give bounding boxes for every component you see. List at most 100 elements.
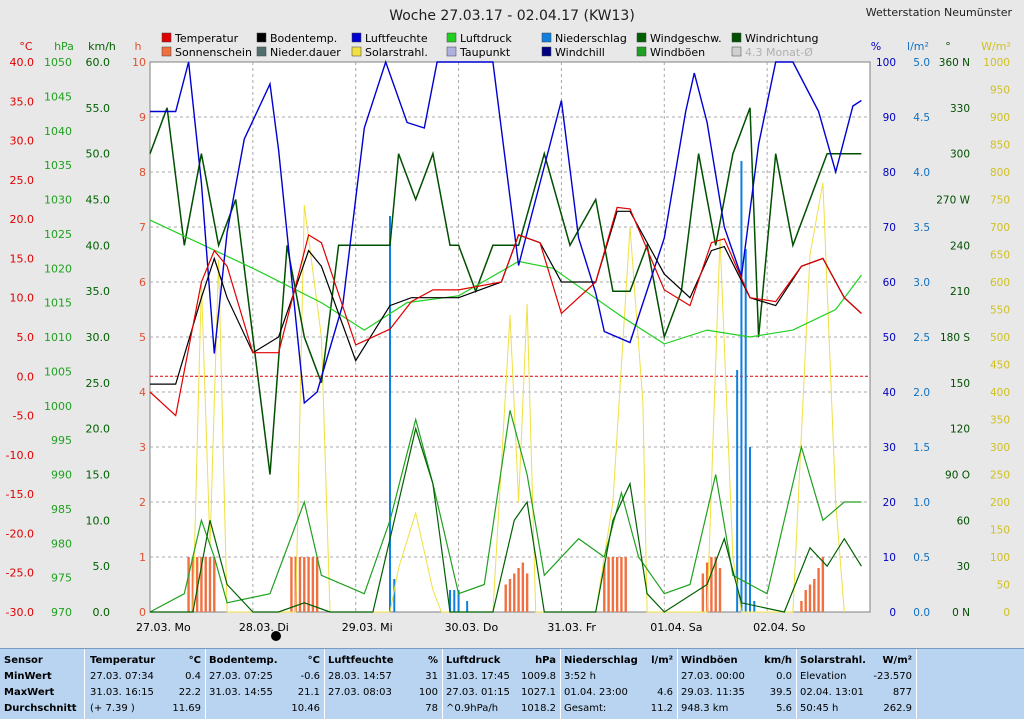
axis-tick-sun: 2	[139, 496, 146, 509]
stats-sensor-name: Bodentemp.	[209, 655, 278, 666]
stats-time: 27.03. 07:34	[90, 671, 154, 682]
stats-value: 78	[425, 703, 438, 714]
axis-tick-dir: 60	[957, 515, 970, 527]
sunshine-bar	[620, 557, 623, 612]
axis-tick-hum: 30	[883, 442, 896, 454]
axis-tick-solar: 600	[990, 277, 1010, 289]
temperature-line	[149, 206, 862, 417]
wind-speed-line	[150, 426, 862, 613]
stats-value: 11.69	[172, 703, 201, 714]
axis-tick-temp: -15.0	[6, 488, 34, 501]
sunshine-bar	[710, 557, 713, 612]
legend-item-label: Temperatur	[174, 32, 239, 45]
axis-tick-precip: 1.5	[913, 442, 930, 454]
axis-tick-solar: 150	[990, 525, 1010, 537]
axis-tick-sun: 1	[139, 551, 146, 564]
stats-time: 27.03. 00:00	[681, 671, 745, 682]
legend-swatch	[636, 32, 647, 43]
stats-value-row: 29.03. 11:35 39.5	[681, 685, 792, 701]
stats-time: 31.03. 16:15	[90, 687, 154, 698]
stats-value-row: 3:52 h	[564, 669, 673, 685]
sunshine-bar	[513, 573, 516, 612]
axis-tick-temp: -30.0	[6, 606, 34, 619]
axis-tick-solar: 950	[990, 85, 1010, 97]
wind-gust-line	[149, 410, 862, 613]
precipitation-bar	[449, 590, 451, 612]
stats-value: 262.9	[883, 703, 912, 714]
weather-chart: Woche 27.03.17 - 02.04.17 (KW13) Wetterst…	[6, 6, 1013, 641]
stats-value-row: 28.03. 14:57 31	[328, 669, 438, 685]
axis-tick-dir: 360 N	[939, 57, 970, 69]
stats-header: Solarstrahl. W/m²	[800, 653, 912, 669]
precipitation-bar	[753, 601, 756, 612]
axis-tick-wind: 30.0	[86, 331, 111, 344]
moon-phase-icon	[271, 631, 281, 641]
stats-sensor-name: Luftdruck	[446, 655, 501, 666]
sunshine-bar	[800, 601, 803, 612]
axis-tick-solar: 300	[990, 442, 1010, 454]
stats-time: 50:45 h	[800, 703, 839, 714]
stats-column: Niederschlag l/m² 3:52 h 01.04. 23:00 4.6 Ges…	[560, 649, 678, 719]
axis-tick-dir: 120	[950, 424, 970, 436]
axis-tick-temp: -25.0	[6, 567, 34, 580]
axis-tick-precip: 4.0	[913, 167, 930, 179]
legend-item-label: Sonnenschein	[175, 46, 252, 59]
sunshine-bar	[200, 557, 203, 612]
axis-tick-press: 1010	[44, 331, 72, 344]
x-axis-day-label: 01.04. Sa	[650, 621, 702, 634]
stats-time: ^0.9hPa/h	[446, 703, 499, 714]
axis-tick-dir: 0 N	[952, 607, 970, 619]
stats-sensor-name: Windböen	[681, 655, 738, 666]
axis-tick-solar: 350	[990, 415, 1010, 427]
stats-value-row: 27.03. 01:15 1027.1	[446, 685, 556, 701]
legend-item-label: Windrichtung	[745, 32, 818, 45]
sunshine-bar	[204, 557, 207, 612]
stats-value: 877	[892, 687, 912, 698]
axis-tick-dir: 330	[950, 103, 970, 115]
stats-value-row: 50:45 h 262.9	[800, 701, 912, 717]
sunshine-bar	[311, 557, 315, 612]
axis-tick-press: 970	[51, 606, 72, 619]
sunshine-bar	[195, 557, 199, 612]
axis-tick-press: 1025	[44, 228, 72, 241]
axis-tick-solar: 850	[990, 140, 1010, 152]
stats-header: Niederschlag l/m²	[564, 653, 673, 669]
axis-tick-temp: 35.0	[10, 95, 35, 108]
sunshine-bar	[817, 568, 820, 612]
axis-tick-hum: 60	[883, 277, 896, 289]
stats-value-row: 02.04. 13:01 877	[800, 685, 912, 701]
axis-tick-wind: 45.0	[86, 194, 111, 207]
axis-tick-solar: 650	[990, 250, 1010, 262]
stats-time: 27.03. 08:03	[328, 687, 392, 698]
axis-tick-wind: 0.0	[93, 606, 111, 619]
axis-tick-temp: 15.0	[10, 252, 35, 265]
axis-tick-solar: 550	[990, 305, 1010, 317]
axis-tick-precip: 3.0	[913, 277, 930, 289]
axis-tick-solar: 100	[990, 552, 1010, 564]
stats-value: 0.4	[185, 671, 201, 682]
sunshine-bar	[307, 557, 310, 612]
stats-column: Luftfeuchte% 28.03. 14:57 31 27.03. 08:03 10…	[324, 649, 443, 719]
stats-time: 31.03. 14:55	[209, 687, 273, 698]
sunshine-bar	[607, 557, 610, 612]
sunshine-bar	[521, 562, 525, 612]
precipitation-bar	[389, 216, 391, 612]
stats-value-row: 01.04. 23:00 4.6	[564, 685, 673, 701]
axis-tick-press: 1050	[44, 56, 72, 69]
x-axis-day-label: 31.03. Fr	[547, 621, 596, 634]
stats-sensor-name: Niederschlag	[564, 655, 638, 666]
legend-item-label: Windchill	[555, 46, 605, 59]
stats-header: Windböen km/h	[681, 653, 792, 669]
legend-swatch	[256, 46, 267, 57]
axis-unit-solar: W/m²	[981, 40, 1011, 53]
station-name: Wetterstation Neumünster	[866, 6, 1013, 19]
axis-tick-temp: -10.0	[6, 449, 34, 462]
axis-tick-solar: 700	[990, 222, 1010, 234]
axis-tick-wind: 20.0	[86, 423, 111, 436]
axis-tick-hum: 50	[883, 332, 896, 344]
axis-tick-solar: 400	[990, 387, 1010, 399]
axis-tick-hum: 0	[889, 607, 896, 619]
statistics-panel: Sensor MinWert MaxWert Durchschnitt Temperat…	[0, 648, 1024, 719]
axis-tick-precip: 1.0	[913, 497, 930, 509]
stats-value: 5.6	[776, 703, 792, 714]
